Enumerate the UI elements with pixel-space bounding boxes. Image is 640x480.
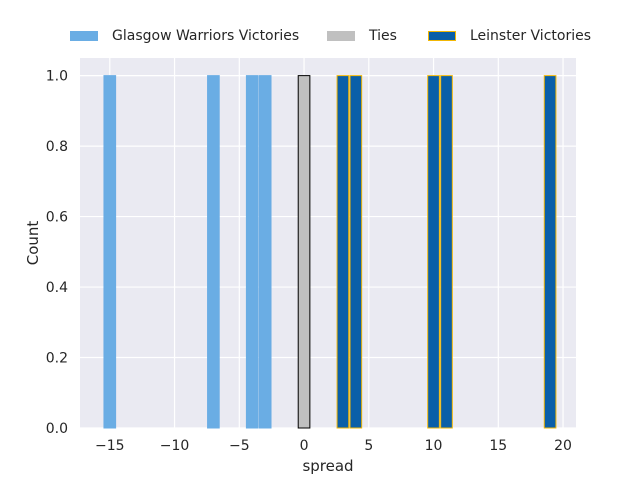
legend-label-glasgow: Glasgow Warriors Victories xyxy=(112,28,300,44)
legend: Glasgow Warriors Victories Ties Leinster… xyxy=(0,24,640,48)
x-tick-label: −5 xyxy=(229,438,250,454)
bar-ties xyxy=(297,75,311,429)
x-tick-label: 10 xyxy=(425,438,443,454)
legend-swatch-leinster xyxy=(428,31,456,41)
y-tick-label: 1.0 xyxy=(46,69,68,85)
y-tick-label: 0.0 xyxy=(46,421,68,437)
legend-swatch-ties xyxy=(327,31,355,41)
bar-leinster xyxy=(427,75,440,429)
legend-item-leinster: Leinster Victories xyxy=(428,24,591,48)
bar-glasgow xyxy=(258,75,272,429)
x-tick-label: 15 xyxy=(489,438,507,454)
x-tick-label: 5 xyxy=(364,438,373,454)
x-tick-label: 20 xyxy=(554,438,572,454)
x-tick-labels: −15 −10 −5 0 5 10 15 20 xyxy=(95,438,572,454)
bar-glasgow xyxy=(245,75,259,429)
x-tick-label: −15 xyxy=(95,438,125,454)
y-tick-labels: 0.0 0.2 0.4 0.6 0.8 1.0 xyxy=(46,69,68,437)
y-tick-label: 0.6 xyxy=(46,210,68,226)
legend-item-ties: Ties xyxy=(327,24,397,48)
bar-glasgow xyxy=(207,75,220,429)
bar-leinster xyxy=(336,75,350,429)
y-tick-label: 0.2 xyxy=(46,351,68,367)
y-axis-label: Count xyxy=(24,221,42,266)
x-axis-label: spread xyxy=(302,457,353,475)
y-tick-label: 0.4 xyxy=(46,280,68,296)
legend-label-ties: Ties xyxy=(369,28,397,44)
bar-leinster xyxy=(543,75,557,429)
plot-background xyxy=(80,58,576,428)
legend-swatch-glasgow xyxy=(70,31,98,41)
bars-group xyxy=(103,75,557,429)
y-tick-label: 0.8 xyxy=(46,139,68,155)
bar-leinster xyxy=(440,75,453,429)
bar-glasgow xyxy=(103,75,117,429)
legend-label-leinster: Leinster Victories xyxy=(470,28,591,44)
bar-leinster xyxy=(349,75,363,429)
x-tick-label: −10 xyxy=(160,438,190,454)
legend-item-glasgow: Glasgow Warriors Victories xyxy=(70,24,299,48)
x-tick-label: 0 xyxy=(300,438,309,454)
